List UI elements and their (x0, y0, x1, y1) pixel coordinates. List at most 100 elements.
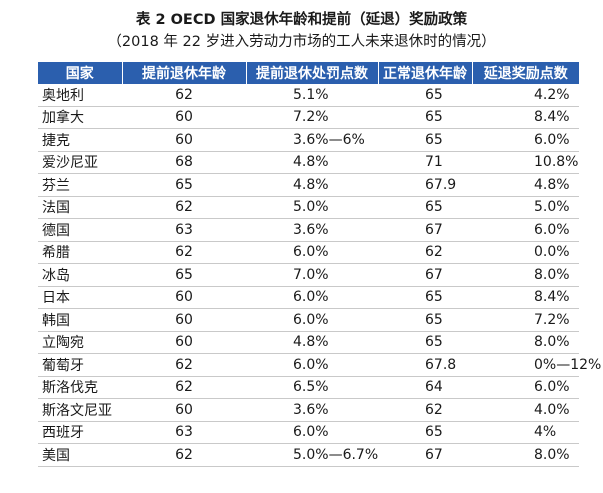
column-header-early-retirement-age: 提前退休年龄 (121, 62, 246, 84)
table-row: 爱沙尼亚 68 4.8% 71 10.8% (38, 151, 579, 174)
table-header-row: 国家 提前退休年龄 提前退休处罚点数 正常退休年龄 延退奖励点数 (38, 62, 579, 84)
bonus-cell: 8.0% (472, 331, 579, 354)
normal-age-cell: 65 (378, 83, 472, 107)
table-row: 西班牙 63 6.0% 65 4% (38, 421, 579, 444)
table-row: 斯洛文尼亚 60 3.6% 62 4.0% (38, 398, 579, 422)
bonus-cell: 4% (472, 421, 579, 444)
bonus-cell: 8.4% (472, 106, 579, 129)
country-cell: 葡萄牙 (38, 353, 122, 377)
bonus-cell: 5.0% (472, 196, 579, 219)
bonus-cell: 4.0% (472, 398, 579, 422)
normal-age-cell: 67.8 (378, 353, 472, 377)
table-row: 斯洛伐克 62 6.5% 64 6.0% (38, 376, 579, 399)
table-row: 加拿大 60 7.2% 65 8.4% (38, 106, 579, 129)
normal-age-cell: 67.9 (378, 173, 472, 197)
retirement-policy-table: 国家 提前退休年龄 提前退休处罚点数 正常退休年龄 延退奖励点数 奥地利 62 5.… (38, 62, 601, 467)
penalty-cell: 4.8% (246, 331, 378, 354)
penalty-cell: 3.6% (246, 218, 378, 242)
penalty-cell: 6.0% (246, 353, 378, 377)
bonus-cell: 6.0% (472, 376, 579, 399)
penalty-cell: 3.6% (246, 398, 378, 422)
country-cell: 爱沙尼亚 (38, 151, 122, 174)
bonus-cell: 10.8% (472, 151, 579, 174)
penalty-cell: 7.2% (246, 106, 378, 129)
penalty-cell: 6.5% (246, 376, 378, 399)
country-cell: 芬兰 (38, 173, 122, 197)
penalty-cell: 3.6%—6% (246, 128, 378, 152)
table-subtitle: （2018 年 22 岁进入劳动力市场的工人未来退休时的情况） (107, 34, 496, 50)
normal-age-cell: 65 (378, 106, 472, 129)
table-row: 韩国 60 6.0% 65 7.2% (38, 308, 579, 332)
country-cell: 奥地利 (38, 83, 122, 107)
early-age-cell: 60 (122, 331, 246, 354)
normal-age-cell: 65 (378, 286, 472, 309)
early-age-cell: 60 (122, 398, 246, 422)
column-header-country: 国家 (38, 62, 122, 84)
country-cell: 斯洛伐克 (38, 376, 122, 399)
country-cell: 捷克 (38, 128, 122, 152)
table-row: 德国 63 3.6% 67 6.0% (38, 218, 579, 242)
normal-age-cell: 71 (378, 151, 472, 174)
bonus-cell: 6.0% (472, 218, 579, 242)
table-body: 奥地利 62 5.1% 65 4.2% 加拿大 60 7.2% 65 8.4% 捷克 60 3.6%—6… (38, 83, 601, 467)
table-row: 美国 62 5.0%—6.7% 67 8.0% (38, 443, 579, 467)
table-row: 日本 60 6.0% 65 8.4% (38, 286, 579, 309)
table-row: 葡萄牙 62 6.0% 67.8 0%—12% (38, 353, 601, 377)
penalty-cell: 4.8% (246, 173, 378, 197)
country-cell: 韩国 (38, 308, 122, 332)
penalty-cell: 6.0% (246, 286, 378, 309)
bonus-cell: 4.2% (472, 83, 579, 107)
country-cell: 法国 (38, 196, 122, 219)
normal-age-cell: 65 (378, 308, 472, 332)
table-row: 芬兰 65 4.8% 67.9 4.8% (38, 173, 579, 197)
column-header-early-penalty: 提前退休处罚点数 (245, 62, 378, 84)
table-row: 立陶宛 60 4.8% 65 8.0% (38, 331, 579, 354)
early-age-cell: 62 (122, 376, 246, 399)
early-age-cell: 62 (122, 443, 246, 467)
penalty-cell: 4.8% (246, 151, 378, 174)
early-age-cell: 65 (122, 263, 246, 287)
normal-age-cell: 65 (378, 128, 472, 152)
penalty-cell: 6.0% (246, 308, 378, 332)
normal-age-cell: 67 (378, 443, 472, 467)
early-age-cell: 60 (122, 106, 246, 129)
early-age-cell: 63 (122, 421, 246, 444)
bonus-cell: 4.8% (472, 173, 579, 197)
penalty-cell: 5.0% (246, 196, 378, 219)
bonus-cell: 8.4% (472, 286, 579, 309)
early-age-cell: 62 (122, 241, 246, 264)
normal-age-cell: 62 (378, 241, 472, 264)
normal-age-cell: 64 (378, 376, 472, 399)
country-cell: 冰岛 (38, 263, 122, 287)
bonus-cell: 8.0% (472, 443, 579, 467)
normal-age-cell: 65 (378, 421, 472, 444)
early-age-cell: 60 (122, 128, 246, 152)
table-title: 表 2 OECD 国家退休年龄和提前（延退）奖励政策 (135, 12, 468, 28)
early-age-cell: 62 (122, 196, 246, 219)
penalty-cell: 5.1% (246, 83, 378, 107)
early-age-cell: 62 (122, 83, 246, 107)
table-row: 希腊 62 6.0% 62 0.0% (38, 241, 579, 264)
table-row: 奥地利 62 5.1% 65 4.2% (38, 83, 579, 107)
normal-age-cell: 65 (378, 331, 472, 354)
bonus-cell: 7.2% (472, 308, 579, 332)
table-row: 法国 62 5.0% 65 5.0% (38, 196, 579, 219)
normal-age-cell: 67 (378, 263, 472, 287)
early-age-cell: 68 (122, 151, 246, 174)
early-age-cell: 62 (122, 353, 246, 377)
normal-age-cell: 62 (378, 398, 472, 422)
country-cell: 斯洛文尼亚 (38, 398, 122, 422)
penalty-cell: 6.0% (246, 421, 378, 444)
bonus-cell: 8.0% (472, 263, 579, 287)
bonus-cell: 0.0% (472, 241, 579, 264)
country-cell: 立陶宛 (38, 331, 122, 354)
penalty-cell: 7.0% (246, 263, 378, 287)
country-cell: 德国 (38, 218, 122, 242)
table-row: 捷克 60 3.6%—6% 65 6.0% (38, 128, 579, 152)
table-row: 冰岛 65 7.0% 67 8.0% (38, 263, 579, 287)
country-cell: 希腊 (38, 241, 122, 264)
early-age-cell: 60 (122, 308, 246, 332)
bonus-cell: 6.0% (472, 128, 579, 152)
early-age-cell: 63 (122, 218, 246, 242)
early-age-cell: 65 (122, 173, 246, 197)
